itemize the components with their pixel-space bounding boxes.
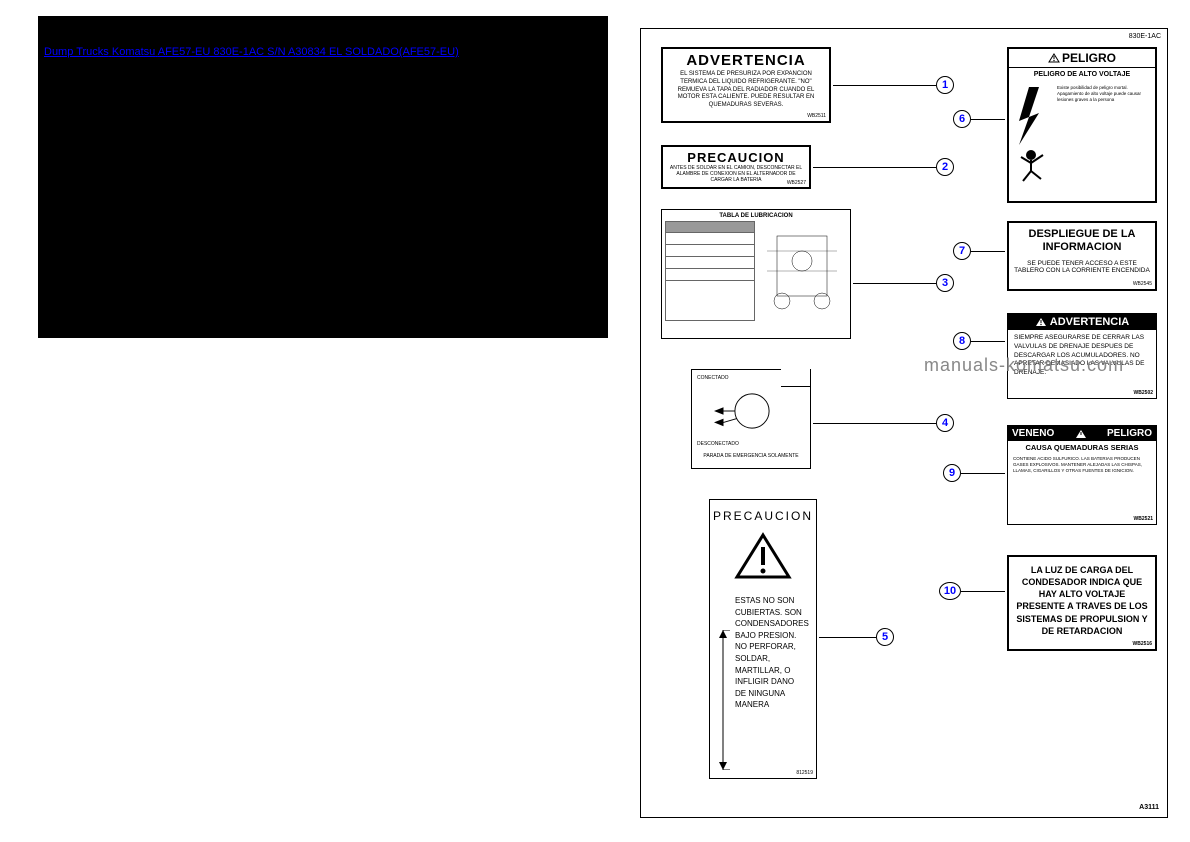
- plate6-title: PELIGRO: [1062, 51, 1116, 65]
- plate9-subtitle: CAUSA QUEMADURAS SERIAS: [1008, 441, 1156, 454]
- breadcrumb-cat[interactable]: Dump Trucks: [44, 46, 109, 58]
- callout-3: 3: [936, 274, 954, 292]
- bracket-icon: [716, 630, 730, 770]
- plate-advertencia-1: ADVERTENCIA EL SISTEMA DE PRESURIZA POR …: [661, 47, 831, 123]
- warning-triangle-white-icon-2: [1075, 429, 1087, 439]
- plate5-code: 812519: [796, 770, 813, 776]
- plate4-notch: [781, 369, 811, 387]
- plate9-title2: PELIGRO: [1107, 428, 1152, 439]
- callout-8: 8: [953, 332, 971, 350]
- plate8-header: ADVERTENCIA: [1008, 314, 1156, 330]
- breadcrumb[interactable]: Dump Trucks Komatsu AFE57-EU 830E-1AC S/…: [44, 46, 459, 58]
- plate4-bottom: DESCONECTADO: [695, 441, 807, 447]
- leader-2: [813, 167, 936, 168]
- top-right-label: 830E-1AC: [1129, 33, 1161, 40]
- lube-diagram: [757, 221, 847, 321]
- leader-3: [853, 283, 936, 284]
- leader-4: [813, 423, 936, 424]
- plate9-header: VENENO PELIGRO: [1008, 426, 1156, 441]
- plate8-code: WB2502: [1134, 390, 1153, 396]
- leader-10: [961, 591, 1005, 592]
- callout-2: 2: [936, 158, 954, 176]
- breadcrumb-brand[interactable]: Komatsu: [112, 46, 155, 58]
- leader-7: [971, 251, 1005, 252]
- plate-precaucion-2: PRECAUCION ANTES DE SOLDAR EN EL CAMION,…: [661, 145, 811, 189]
- plate10-code: WB2516: [1133, 641, 1152, 647]
- plate1-body: EL SISTEMA DE PRESURIZA POR EXPANCION TE…: [666, 71, 826, 110]
- plate1-title: ADVERTENCIA: [666, 52, 826, 69]
- warning-triangle-white-icon: [1035, 317, 1047, 327]
- left-black-panel: Dump Trucks Komatsu AFE57-EU 830E-1AC S/…: [38, 16, 608, 338]
- plate7-body: SE PUEDE TENER ACCESO A ESTE TABLERO CON…: [1012, 260, 1152, 274]
- callout-10: 10: [939, 582, 961, 600]
- electrocution-icon: [1011, 83, 1055, 183]
- plate6-subtitle: PELIGRO DE ALTO VOLTAJE: [1009, 68, 1155, 81]
- leader-8: [971, 341, 1005, 342]
- plate9-body: CONTIENE ACIDO SULFURICO. LAS BATERIAS P…: [1008, 454, 1156, 476]
- watermark: manuals-komatsu.com: [924, 355, 1124, 376]
- plate8-title: ADVERTENCIA: [1050, 316, 1129, 328]
- plate3-title: TABLA DE LUBRICACION: [665, 213, 847, 219]
- leader-5: [819, 637, 876, 638]
- callout-6: 6: [953, 110, 971, 128]
- plate2-code: WB2527: [787, 180, 806, 186]
- leader-9: [961, 473, 1005, 474]
- page-id: A3111: [1139, 804, 1159, 811]
- plate6-body: Existe posibilidad de peligro mortal. Ap…: [1055, 83, 1153, 183]
- plate-tabla-lubricacion: TABLA DE LUBRICACION: [661, 209, 851, 339]
- plate-veneno: VENENO PELIGRO CAUSA QUEMADURAS SERIAS C…: [1007, 425, 1157, 525]
- callout-4: 4: [936, 414, 954, 432]
- leader-1: [833, 85, 936, 86]
- plate4-footer: PARADA DE EMERGENCIA SOLAMENTE: [695, 453, 807, 459]
- plate5-title: PRECAUCION: [713, 509, 813, 523]
- plate2-title: PRECAUCION: [666, 150, 806, 165]
- plate-precaucion-5: PRECAUCION ESTAS NO SON CUBIERTAS. SON C…: [709, 499, 817, 779]
- callout-7: 7: [953, 242, 971, 260]
- callout-9: 9: [943, 464, 961, 482]
- plate7-code: WB2545: [1133, 281, 1152, 287]
- breadcrumb-model[interactable]: AFE57-EU 830E-1AC S/N A30834 EL SOLDADO(…: [158, 46, 459, 58]
- callout-5: 5: [876, 628, 894, 646]
- plate10-body: LA LUZ DE CARGA DEL CONDESADOR INDICA QU…: [1012, 560, 1152, 641]
- plate-peligro-6: PELIGRO PELIGRO DE ALTO VOLTAJE Existe p…: [1007, 47, 1157, 203]
- plate9-code: WB2521: [1134, 516, 1153, 522]
- warning-triangle-icon: [733, 531, 793, 581]
- switch-diagram: [695, 383, 809, 439]
- warning-triangle-small-icon: [1048, 53, 1060, 63]
- plate9-title1: VENENO: [1012, 428, 1054, 439]
- callout-1: 1: [936, 76, 954, 94]
- plate1-code: WB2511: [807, 113, 826, 119]
- plate-luz-carga: LA LUZ DE CARGA DEL CONDESADOR INDICA QU…: [1007, 555, 1157, 651]
- lube-table: [665, 221, 755, 321]
- diagram-panel: 830E-1AC ADVERTENCIA EL SISTEMA DE PRESU…: [640, 28, 1168, 818]
- plate-despliegue: DESPLIEGUE DE LA INFORMACION SE PUEDE TE…: [1007, 221, 1157, 291]
- plate2-body: ANTES DE SOLDAR EN EL CAMION, DESCONECTA…: [666, 165, 806, 183]
- plate7-title: DESPLIEGUE DE LA INFORMACION: [1012, 228, 1152, 254]
- leader-6: [971, 119, 1005, 120]
